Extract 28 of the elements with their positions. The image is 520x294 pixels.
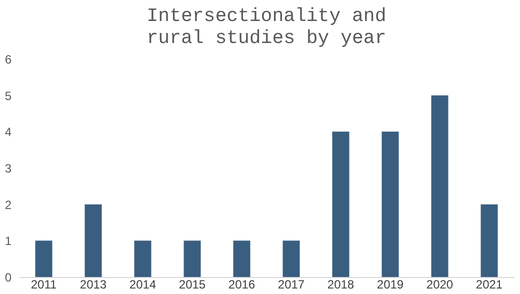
x-tick-label: 2021	[476, 278, 503, 292]
bar	[184, 240, 201, 277]
x-tick-label: 2014	[129, 278, 156, 292]
bar	[35, 240, 52, 277]
bar	[134, 240, 152, 277]
bar	[480, 204, 498, 277]
y-tick-label: 2	[4, 198, 12, 212]
x-tick-label: 2018	[327, 278, 354, 292]
y-tick-label: 4	[4, 125, 12, 140]
x-tick-label: 2019	[376, 278, 404, 292]
bar	[431, 95, 448, 277]
x-tick-label: 2017	[278, 278, 305, 292]
bar	[332, 132, 350, 277]
x-tick-label: 2016	[228, 278, 256, 292]
x-tick-label: 2015	[178, 278, 206, 292]
y-tick-label: 5	[4, 88, 12, 103]
y-tick-label: 0	[4, 270, 12, 284]
bar	[84, 204, 102, 277]
bar	[382, 132, 399, 277]
x-tick-label: 2020	[426, 278, 454, 292]
x-tick-label: 2013	[80, 278, 107, 292]
bar	[282, 240, 300, 277]
y-tick-label: 1	[4, 234, 12, 248]
chart-title: Intersectionality and rural studies by year	[146, 5, 386, 49]
y-tick-label: 3	[4, 162, 12, 176]
x-tick-label: 2011	[30, 278, 57, 292]
y-tick-label: 6	[4, 52, 12, 66]
bar	[233, 240, 250, 277]
